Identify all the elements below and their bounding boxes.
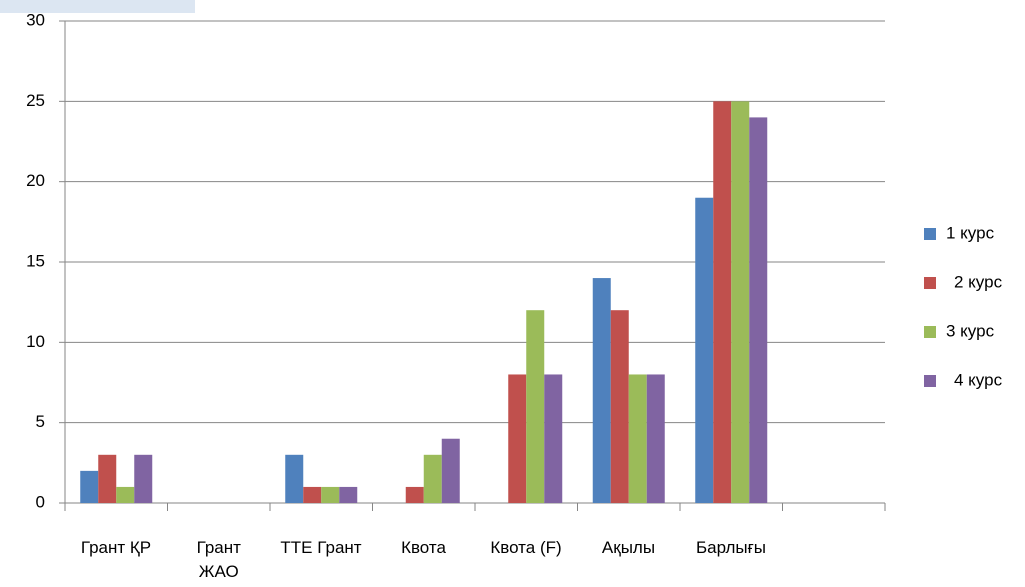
legend-label: 4 курс bbox=[954, 370, 1003, 389]
bar bbox=[405, 486, 424, 503]
bar bbox=[134, 454, 153, 503]
y-tick-label: 0 bbox=[36, 492, 45, 511]
legend-swatch bbox=[924, 375, 936, 387]
bar bbox=[544, 374, 563, 503]
y-tick-label: 5 bbox=[36, 412, 45, 431]
legend-swatch bbox=[924, 277, 936, 289]
bar bbox=[441, 438, 460, 503]
x-tick-label: Барлығы bbox=[695, 538, 767, 557]
bar bbox=[713, 101, 732, 503]
bar bbox=[610, 310, 629, 503]
bar bbox=[646, 374, 665, 503]
y-tick-label: 15 bbox=[26, 251, 45, 270]
x-tick-label: ТТЕ Грант bbox=[280, 538, 362, 557]
bar bbox=[285, 454, 304, 503]
bar bbox=[749, 117, 768, 504]
legend-label: 2 курс bbox=[954, 272, 1003, 291]
bar bbox=[731, 101, 750, 503]
bar bbox=[592, 278, 611, 503]
bar bbox=[423, 454, 442, 503]
bar bbox=[508, 374, 527, 503]
x-tick-label: Грант ЖАО bbox=[196, 538, 241, 581]
bar bbox=[628, 374, 647, 503]
bar bbox=[321, 486, 340, 503]
x-tick-label: Грант ҚР bbox=[80, 538, 152, 557]
x-tick-label: Квота bbox=[401, 538, 446, 557]
header-strip bbox=[0, 0, 195, 13]
bar bbox=[303, 486, 322, 503]
x-tick-label: Квота (F) bbox=[490, 538, 562, 557]
x-tick-label: Ақылы bbox=[601, 538, 656, 557]
y-tick-label: 25 bbox=[26, 91, 45, 110]
bar bbox=[80, 470, 99, 503]
bar bbox=[339, 486, 358, 503]
legend-label: 3 курс bbox=[946, 321, 995, 340]
legend-label: 1 курс bbox=[946, 223, 995, 242]
legend-swatch bbox=[924, 326, 936, 338]
legend-swatch bbox=[924, 228, 936, 240]
bar bbox=[695, 197, 714, 503]
y-tick-label: 30 bbox=[26, 10, 45, 29]
bar bbox=[116, 486, 135, 503]
bar bbox=[98, 454, 117, 503]
y-tick-label: 10 bbox=[26, 332, 45, 351]
y-tick-label: 20 bbox=[26, 171, 45, 190]
bar bbox=[526, 310, 545, 503]
